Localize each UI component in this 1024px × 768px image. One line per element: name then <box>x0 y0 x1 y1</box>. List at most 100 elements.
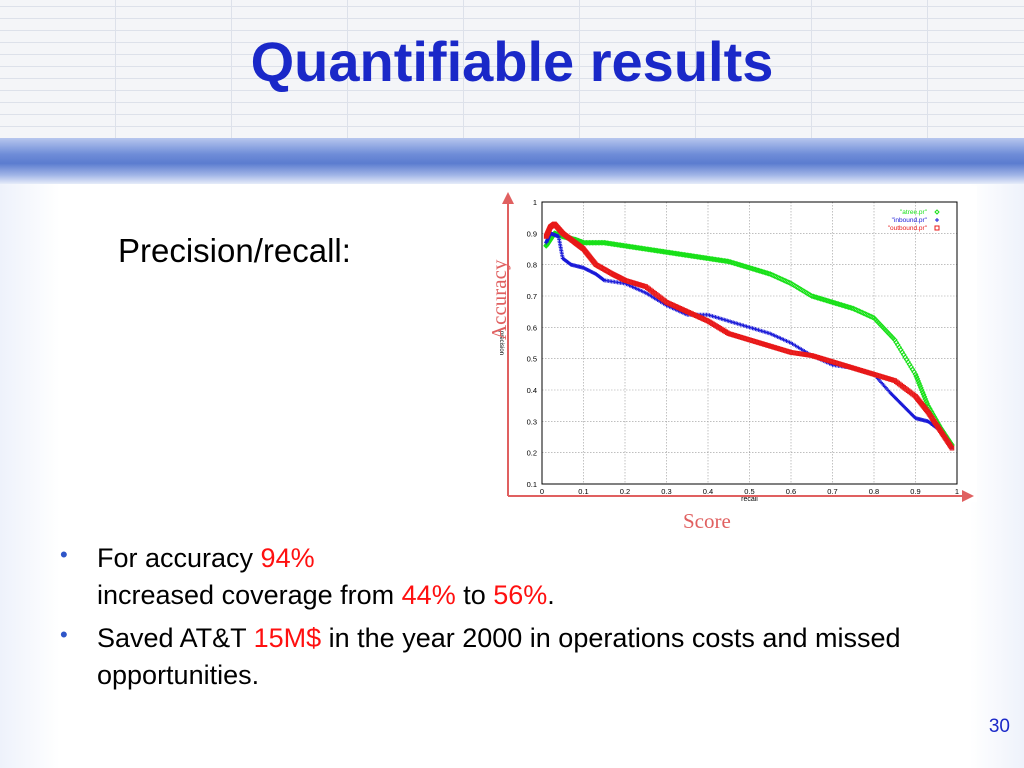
data-point <box>838 302 845 308</box>
data-point <box>743 263 750 270</box>
data-point <box>761 269 768 276</box>
y-tick-label: 0.5 <box>527 355 537 364</box>
data-point <box>825 298 831 304</box>
data-point <box>920 391 927 398</box>
data-point <box>759 268 766 275</box>
y-tick-label: 0.4 <box>527 386 537 395</box>
data-point <box>822 297 828 303</box>
data-point <box>915 378 922 384</box>
bullet-1-text: For accuracy <box>97 543 261 573</box>
data-point <box>918 387 925 393</box>
x-tick-label: 0.1 <box>578 487 588 496</box>
data-point <box>770 272 777 279</box>
data-point <box>731 260 738 267</box>
data-point <box>777 275 784 282</box>
bullet-1-line2: increased coverage from <box>97 579 402 610</box>
data-point <box>817 295 824 302</box>
accuracy-value: 94% <box>260 543 315 573</box>
data-point <box>869 314 876 321</box>
data-point <box>837 301 843 308</box>
data-point <box>854 307 861 314</box>
legend-marker <box>934 209 940 215</box>
data-point <box>916 380 922 387</box>
data-point <box>924 400 930 407</box>
data-point <box>774 274 781 281</box>
data-point <box>786 279 793 286</box>
chart-axes: 0 0.1 0.2 0.3 0.4 0.5 0.6 0.7 0.8 0.9 10.10.20.30.… <box>498 198 959 502</box>
data-point <box>866 313 873 319</box>
data-point <box>783 278 790 285</box>
data-point <box>748 265 754 272</box>
data-point <box>816 295 823 302</box>
bullet-2-suffix: in the year 2000 in operations costs and… <box>97 622 901 690</box>
data-point <box>832 300 839 307</box>
data-point <box>863 311 870 318</box>
legend-label: "inbound.pr" <box>892 217 928 224</box>
data-point <box>730 259 737 266</box>
data-point <box>725 258 732 265</box>
data-point <box>835 301 842 307</box>
score-arrowhead-icon <box>962 490 974 502</box>
data-point <box>831 299 837 306</box>
data-point <box>862 310 869 317</box>
data-point <box>819 296 826 303</box>
slide-title: Quantifiable results <box>250 30 774 93</box>
bullet-1-end: . <box>547 579 555 610</box>
data-point <box>773 273 780 280</box>
legend-marker <box>934 225 940 231</box>
data-point <box>913 373 920 380</box>
x-tick-label: 0.2 <box>620 487 630 496</box>
data-point <box>917 382 923 389</box>
legend-label: "outbound.pr" <box>888 225 928 232</box>
data-point <box>856 308 863 315</box>
data-point <box>728 259 735 266</box>
y-tick-label: 0.2 <box>527 449 537 458</box>
plot-frame <box>541 201 958 485</box>
data-point <box>949 445 955 451</box>
data-point <box>847 304 854 311</box>
title-divider-bar <box>0 138 1024 184</box>
x-tick-label: 0.6 <box>786 487 796 496</box>
y-tick-label: 0.9 <box>527 229 537 238</box>
x-tick-label: 0.8 <box>869 487 879 496</box>
data-point <box>734 261 741 268</box>
accuracy-label: Accuracy <box>487 259 511 340</box>
precision-recall-chart: 0 0.1 0.2 0.3 0.4 0.5 0.6 0.7 0.8 0.9 1 0.1 0.2 0.3 0.… <box>484 186 977 502</box>
chart-legend: "atree.pr""inbound.pr""outbound.pr" <box>888 209 940 232</box>
data-point <box>752 266 759 273</box>
data-point <box>808 293 815 299</box>
data-point <box>841 302 848 309</box>
data-point <box>768 271 775 278</box>
data-point <box>727 259 734 265</box>
score-label: Score <box>683 509 731 533</box>
x-tick-label: 1 <box>955 487 959 496</box>
data-point <box>922 396 929 402</box>
data-point <box>860 310 867 317</box>
data-point <box>765 270 772 277</box>
x-tick-label: 0.5 <box>744 487 754 496</box>
data-point <box>776 275 783 282</box>
y-tick-label: 0.1 <box>527 480 537 489</box>
data-point <box>736 261 743 268</box>
data-point <box>810 293 817 300</box>
data-point <box>780 277 787 284</box>
data-point <box>758 268 765 275</box>
data-point <box>848 305 855 311</box>
data-point <box>767 271 774 277</box>
data-point <box>749 265 756 272</box>
data-point <box>859 309 866 316</box>
data-point <box>857 308 864 315</box>
data-point <box>756 268 763 274</box>
bullet-1-to: to <box>455 579 494 610</box>
y-tick-label: 0.6 <box>527 323 537 332</box>
data-point <box>845 304 852 311</box>
savings-value: 15M$ <box>253 622 322 653</box>
coverage-to-value: 56% <box>493 579 548 610</box>
data-point <box>785 279 791 286</box>
data-point <box>828 298 834 305</box>
bullet-list: • For accuracy 94% increased coverage fr… <box>60 540 980 700</box>
y-axis-label: precision <box>498 331 504 355</box>
x-tick-label: 0 <box>540 487 544 496</box>
bullet-savings: • Saved AT&T 15M$ in the year 2000 in op… <box>60 620 980 694</box>
